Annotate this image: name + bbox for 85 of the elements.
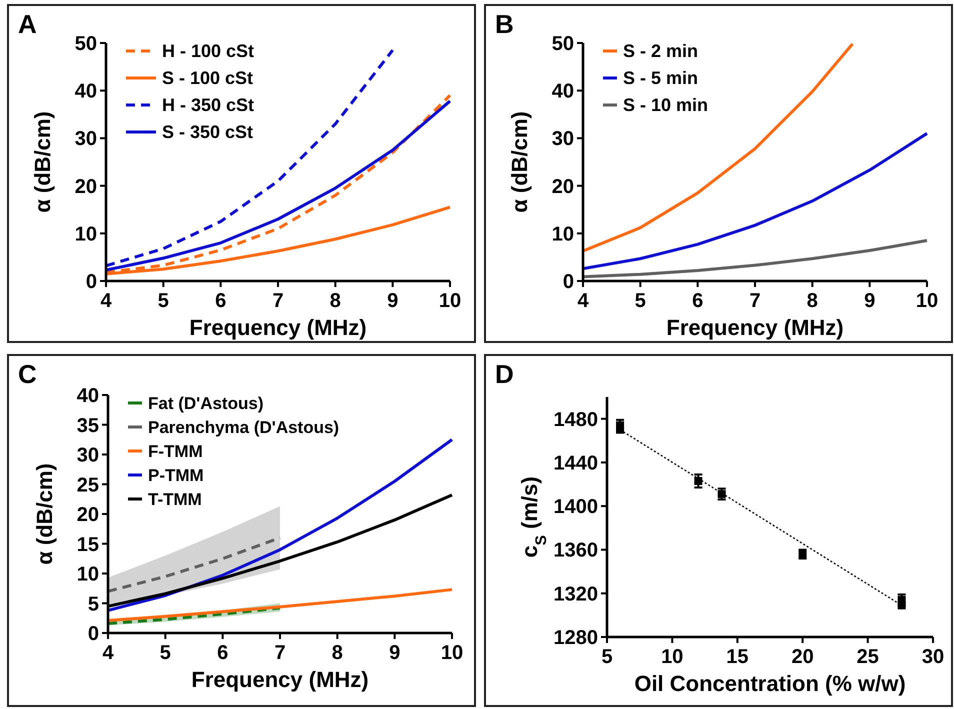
legend-label: S - 5 min bbox=[623, 68, 698, 88]
line-series bbox=[108, 536, 282, 593]
chart-title: B bbox=[495, 9, 514, 39]
x-tick-label: 10 bbox=[438, 290, 462, 312]
x-tick-label: 4 bbox=[102, 642, 114, 664]
y-tick-label: 20 bbox=[552, 176, 574, 198]
legend-label: T-TMM bbox=[148, 490, 202, 509]
y-tick-label: 30 bbox=[74, 128, 97, 150]
x-tick-label: 6 bbox=[692, 290, 704, 312]
line-series bbox=[583, 132, 928, 270]
y-tick-label: 0 bbox=[562, 271, 574, 293]
chart-title: C bbox=[18, 359, 37, 389]
x-tick-label: 7 bbox=[272, 290, 284, 312]
y-tick-label: 1280 bbox=[554, 627, 598, 649]
y-tick-label: 1440 bbox=[554, 452, 598, 474]
y-tick-label: 20 bbox=[74, 176, 97, 198]
x-axis-title: Frequency (MHz) bbox=[191, 667, 369, 692]
y-tick-label: 0 bbox=[88, 623, 99, 645]
y-tick-label: 0 bbox=[86, 271, 97, 293]
line-series bbox=[108, 588, 454, 622]
x-tick-label: 25 bbox=[856, 646, 879, 668]
y-tick-label: 30 bbox=[76, 444, 99, 466]
x-tick-label: 10 bbox=[440, 642, 464, 664]
x-tick-label: 9 bbox=[389, 642, 400, 664]
x-tick-label: 5 bbox=[601, 646, 613, 668]
line-series bbox=[583, 42, 854, 253]
x-tick-label: 8 bbox=[332, 642, 343, 664]
legend-label: Parenchyma (D'Astous) bbox=[148, 418, 340, 437]
y-tick-label: 25 bbox=[76, 474, 99, 496]
y-tick-label: 40 bbox=[76, 385, 99, 407]
point bbox=[616, 426, 624, 434]
legend-label: S - 350 cSt bbox=[162, 122, 254, 142]
y-tick-label: 50 bbox=[552, 33, 574, 55]
x-tick-label: 5 bbox=[634, 290, 646, 312]
y-tick-label: 20 bbox=[76, 504, 99, 526]
y-tick-label: 50 bbox=[74, 33, 97, 55]
legend-label: H - 350 cSt bbox=[162, 95, 254, 115]
x-tick-label: 7 bbox=[749, 290, 761, 312]
legend-label: Fat (D'Astous) bbox=[148, 394, 264, 413]
y-tick-label: 30 bbox=[552, 128, 574, 150]
x-tick-label: 20 bbox=[791, 646, 814, 668]
chart-title: D bbox=[495, 359, 514, 389]
x-axis-title: Frequency (MHz) bbox=[666, 315, 844, 340]
x-tick-label: 6 bbox=[217, 642, 228, 664]
line-series bbox=[108, 606, 282, 625]
x-tick-label: 4 bbox=[100, 290, 112, 312]
y-tick-label: 40 bbox=[552, 80, 574, 103]
legend-label: H - 100 cSt bbox=[162, 41, 254, 61]
legend-label: F-TMM bbox=[148, 442, 203, 461]
y-axis-title: α (dB/cm) bbox=[30, 111, 55, 213]
x-tick-label: 5 bbox=[158, 290, 169, 312]
y-tick-label: 15 bbox=[76, 534, 99, 556]
y-tick-label: 1360 bbox=[554, 540, 598, 562]
y-tick-label: 1320 bbox=[554, 583, 598, 606]
x-tick-label: 4 bbox=[577, 290, 590, 312]
legend-label: S - 2 min bbox=[623, 41, 698, 61]
x-tick-label: 30 bbox=[922, 646, 944, 668]
x-axis-title: Oil Concentration (% w/w) bbox=[634, 671, 906, 696]
x-tick-label: 15 bbox=[726, 646, 749, 668]
y-tick-label: 35 bbox=[76, 414, 99, 437]
chart-title: A bbox=[18, 9, 37, 39]
x-tick-label: 6 bbox=[215, 290, 226, 312]
x-tick-label: 8 bbox=[806, 290, 818, 312]
y-axis-title: α (dB/cm) bbox=[32, 463, 57, 565]
y-tick-label: 5 bbox=[88, 593, 99, 616]
x-tick-label: 10 bbox=[916, 290, 938, 312]
legend-label: S - 10 min bbox=[623, 95, 708, 115]
x-axis-title: Frequency (MHz) bbox=[189, 315, 367, 340]
y-tick-label: 10 bbox=[74, 223, 97, 246]
legend-label: P-TMM bbox=[148, 466, 204, 485]
y-axis-title: α (dB/cm) bbox=[507, 111, 532, 213]
y-tick-label: 1480 bbox=[554, 408, 598, 431]
y-tick-label: 10 bbox=[552, 223, 574, 246]
y-tick-label: 10 bbox=[76, 564, 99, 586]
x-tick-label: 10 bbox=[661, 646, 684, 668]
point bbox=[898, 601, 906, 610]
y-tick-label: 1400 bbox=[554, 496, 598, 518]
x-tick-label: 7 bbox=[274, 642, 286, 664]
x-tick-label: 9 bbox=[864, 290, 876, 312]
x-tick-label: 5 bbox=[160, 642, 171, 664]
legend-label: S - 100 cSt bbox=[162, 68, 254, 88]
line-series bbox=[583, 239, 928, 278]
x-tick-label: 9 bbox=[387, 290, 398, 312]
x-tick-label: 8 bbox=[330, 290, 341, 312]
y-tick-label: 40 bbox=[74, 80, 97, 103]
